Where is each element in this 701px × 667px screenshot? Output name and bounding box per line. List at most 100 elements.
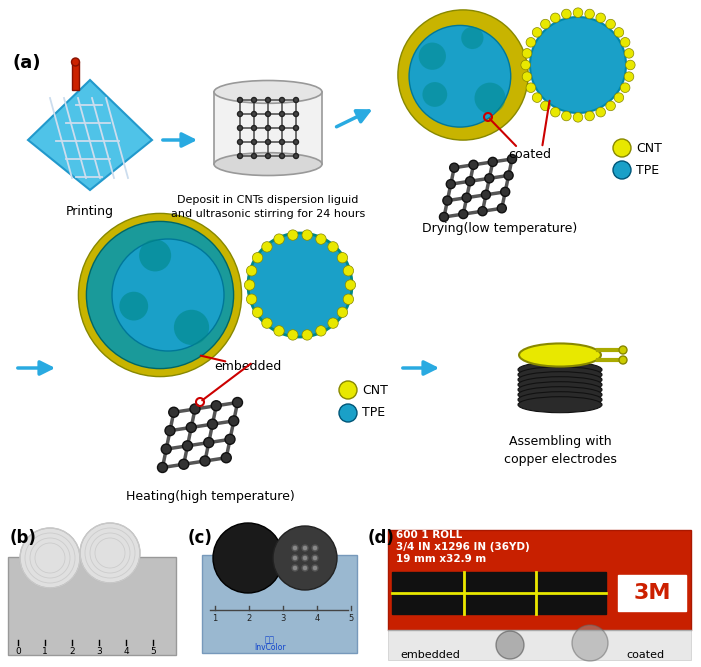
Circle shape bbox=[343, 294, 353, 304]
Circle shape bbox=[247, 265, 257, 276]
Circle shape bbox=[465, 177, 475, 186]
Text: embedded: embedded bbox=[400, 650, 460, 660]
Text: Heating(high temperature): Heating(high temperature) bbox=[125, 490, 294, 503]
Circle shape bbox=[337, 253, 348, 263]
Circle shape bbox=[475, 83, 505, 113]
Circle shape bbox=[339, 404, 357, 422]
Circle shape bbox=[274, 234, 284, 244]
Circle shape bbox=[158, 462, 168, 472]
Bar bbox=[536, 572, 606, 614]
Circle shape bbox=[294, 97, 299, 103]
Circle shape bbox=[497, 203, 506, 213]
Circle shape bbox=[532, 27, 542, 37]
Circle shape bbox=[302, 230, 313, 240]
Circle shape bbox=[624, 49, 634, 58]
Circle shape bbox=[139, 239, 171, 271]
Circle shape bbox=[266, 97, 271, 103]
Circle shape bbox=[280, 139, 285, 145]
Bar bbox=[618, 575, 686, 611]
Circle shape bbox=[252, 153, 257, 159]
Circle shape bbox=[119, 291, 148, 321]
Circle shape bbox=[229, 416, 239, 426]
Text: 4: 4 bbox=[314, 614, 320, 623]
Circle shape bbox=[521, 60, 531, 70]
Circle shape bbox=[213, 523, 283, 593]
Bar bbox=[202, 555, 357, 653]
Text: (d): (d) bbox=[368, 529, 395, 547]
Text: Assembling with
copper electrodes: Assembling with copper electrodes bbox=[503, 435, 616, 466]
Circle shape bbox=[294, 111, 299, 117]
Circle shape bbox=[522, 49, 532, 58]
Text: 4: 4 bbox=[123, 647, 129, 656]
Circle shape bbox=[302, 545, 308, 551]
Circle shape bbox=[280, 111, 285, 117]
Text: 1: 1 bbox=[42, 647, 48, 656]
Bar bbox=[388, 530, 691, 630]
Circle shape bbox=[526, 37, 536, 47]
Circle shape bbox=[238, 97, 243, 103]
Circle shape bbox=[292, 545, 298, 551]
Circle shape bbox=[245, 279, 254, 290]
Circle shape bbox=[247, 294, 257, 304]
Bar bbox=[72, 62, 79, 90]
Circle shape bbox=[447, 179, 456, 189]
Circle shape bbox=[252, 139, 257, 145]
Circle shape bbox=[469, 160, 478, 169]
Circle shape bbox=[261, 241, 272, 252]
Circle shape bbox=[409, 25, 511, 127]
Ellipse shape bbox=[518, 362, 602, 378]
Circle shape bbox=[266, 125, 271, 131]
Circle shape bbox=[620, 37, 630, 47]
Circle shape bbox=[161, 444, 171, 454]
Ellipse shape bbox=[518, 372, 602, 388]
Circle shape bbox=[606, 19, 615, 29]
Circle shape bbox=[504, 171, 513, 180]
Text: 2: 2 bbox=[69, 647, 75, 656]
Text: (b): (b) bbox=[10, 529, 37, 547]
Circle shape bbox=[274, 325, 284, 336]
Circle shape bbox=[287, 230, 298, 240]
Circle shape bbox=[540, 19, 550, 29]
Circle shape bbox=[200, 456, 210, 466]
Circle shape bbox=[343, 265, 353, 276]
Circle shape bbox=[312, 555, 318, 561]
Circle shape bbox=[508, 155, 517, 163]
Bar bbox=[464, 572, 534, 614]
Circle shape bbox=[573, 113, 583, 122]
Circle shape bbox=[294, 125, 299, 131]
Text: Printing: Printing bbox=[66, 205, 114, 218]
Circle shape bbox=[86, 221, 233, 369]
Text: coated: coated bbox=[626, 650, 664, 660]
Circle shape bbox=[337, 307, 348, 317]
Circle shape bbox=[169, 408, 179, 418]
Circle shape bbox=[238, 125, 243, 131]
Circle shape bbox=[620, 83, 630, 93]
Circle shape bbox=[190, 404, 200, 414]
Circle shape bbox=[248, 233, 352, 337]
Circle shape bbox=[238, 139, 243, 145]
Text: Drying(low temperature): Drying(low temperature) bbox=[423, 222, 578, 235]
Circle shape bbox=[501, 187, 510, 196]
Circle shape bbox=[261, 318, 272, 328]
Ellipse shape bbox=[518, 382, 602, 398]
Circle shape bbox=[179, 460, 189, 470]
Circle shape bbox=[266, 139, 271, 145]
Ellipse shape bbox=[518, 367, 602, 383]
Ellipse shape bbox=[518, 387, 602, 403]
Circle shape bbox=[482, 190, 491, 199]
Bar bbox=[392, 572, 462, 614]
Text: embedded: embedded bbox=[215, 360, 282, 373]
Circle shape bbox=[328, 318, 338, 328]
Text: (a): (a) bbox=[12, 54, 41, 72]
Circle shape bbox=[461, 27, 484, 49]
Circle shape bbox=[273, 526, 337, 590]
Circle shape bbox=[606, 101, 615, 111]
Text: 真彩: 真彩 bbox=[265, 636, 275, 644]
Circle shape bbox=[562, 9, 571, 19]
Circle shape bbox=[596, 13, 606, 23]
Text: 3: 3 bbox=[280, 614, 286, 623]
Circle shape bbox=[423, 82, 447, 107]
Circle shape bbox=[485, 174, 494, 183]
Circle shape bbox=[478, 207, 487, 215]
Text: coated: coated bbox=[508, 148, 552, 161]
